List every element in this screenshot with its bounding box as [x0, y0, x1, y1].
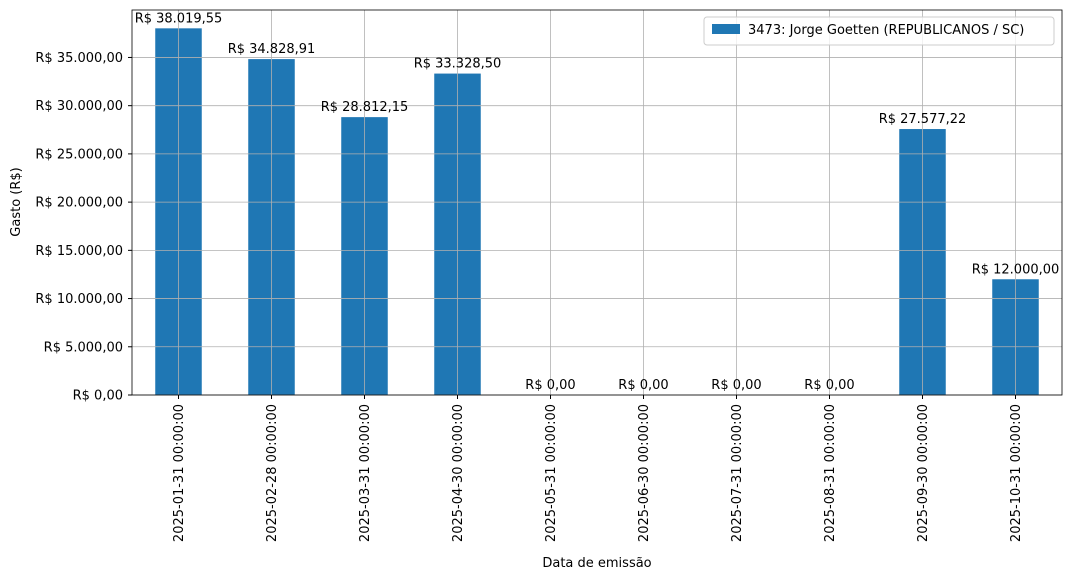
plot-frame [131, 9, 1063, 396]
legend-label: 3473: Jorge Goetten (REPUBLICANOS / SC) [748, 23, 1024, 38]
y-tick-label: R$ 20.000,00 [35, 196, 123, 211]
x-tick-label: 2025-06-30 00:00:00 [637, 404, 652, 542]
bars [155, 28, 1039, 396]
x-tick-label: 2025-07-31 00:00:00 [730, 404, 745, 542]
value-label: R$ 0,00 [804, 378, 854, 393]
value-label: R$ 0,00 [711, 378, 761, 393]
y-tick-label: R$ 10.000,00 [35, 292, 123, 307]
value-label: R$ 27.577,22 [879, 112, 967, 127]
x-tick-label: 2025-03-31 00:00:00 [358, 404, 373, 542]
value-label: R$ 28.812,15 [321, 100, 409, 115]
y-axis-label: Gasto (R$) [9, 167, 24, 236]
legend-swatch [712, 24, 740, 34]
y-tick-label: R$ 0,00 [73, 389, 123, 404]
x-tick-label: 2025-04-30 00:00:00 [451, 404, 466, 542]
x-axis-label: Data de emissão [542, 556, 651, 571]
y-tick-label: R$ 5.000,00 [44, 340, 123, 355]
y-tick-label: R$ 25.000,00 [35, 147, 123, 162]
x-tick-label: 2025-10-31 00:00:00 [1009, 404, 1024, 542]
value-label: R$ 0,00 [525, 378, 575, 393]
x-tick-label: 2025-08-31 00:00:00 [823, 404, 838, 542]
x-tick-label: 2025-02-28 00:00:00 [265, 404, 280, 542]
x-tick-label: 2025-01-31 00:00:00 [172, 404, 187, 542]
value-label: R$ 34.828,91 [228, 42, 316, 57]
y-tick-label: R$ 30.000,00 [35, 99, 123, 114]
y-tick-label: R$ 35.000,00 [35, 51, 123, 66]
y-tick-label: R$ 15.000,00 [35, 244, 123, 259]
grid-top [132, 10, 1062, 396]
x-tick-label: 2025-09-30 00:00:00 [916, 404, 931, 542]
value-label: R$ 38.019,55 [135, 11, 223, 26]
legend-box [703, 16, 1055, 46]
value-label: R$ 12.000,00 [972, 262, 1060, 277]
value-label: R$ 33.328,50 [414, 57, 502, 72]
value-label: R$ 0,00 [618, 378, 668, 393]
x-tick-label: 2025-05-31 00:00:00 [544, 404, 559, 542]
